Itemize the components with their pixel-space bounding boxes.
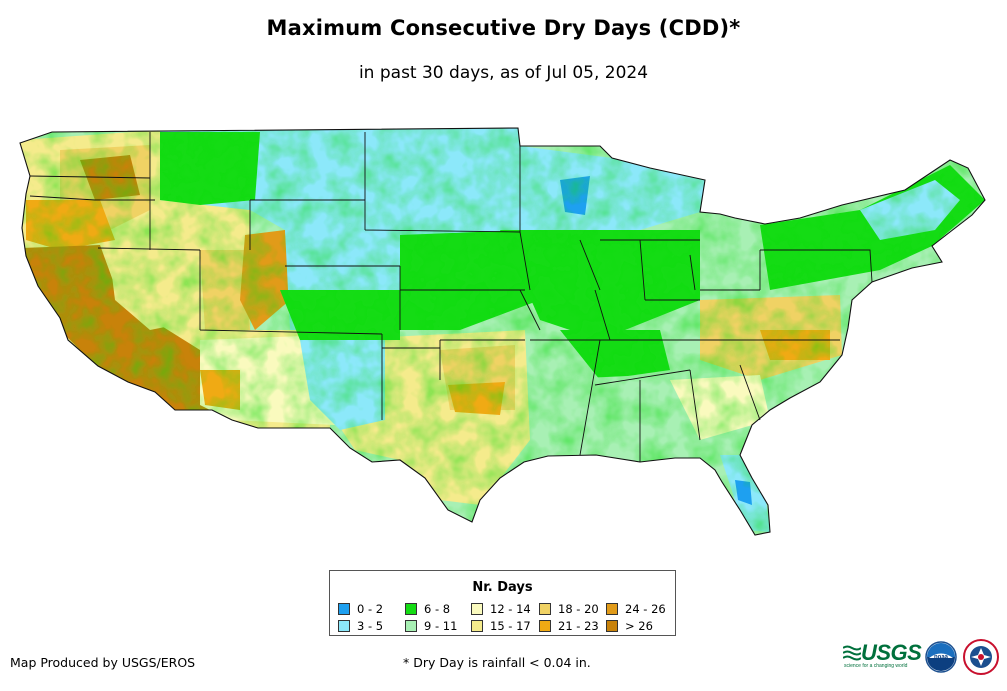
usgs-wordmark: USGS	[861, 640, 922, 665]
legend-swatch	[471, 620, 483, 632]
usgs-tagline: science for a changing world	[844, 663, 908, 669]
legend-swatch	[405, 603, 417, 615]
legend: Nr. Days 0 - 2 3 - 5 6 - 8 9 - 11 12 - 1…	[329, 570, 676, 636]
legend-swatch	[338, 603, 350, 615]
nws-logo-icon	[963, 639, 999, 675]
legend-label: 3 - 5	[357, 619, 384, 633]
legend-item: 12 - 14	[471, 602, 531, 616]
legend-swatch	[539, 603, 551, 615]
map-texture	[20, 128, 985, 535]
legend-item: 24 - 26	[606, 602, 666, 616]
legend-item: 15 - 17	[471, 619, 531, 633]
legend-label: 18 - 20	[558, 602, 599, 616]
legend-label: 15 - 17	[490, 619, 531, 633]
state-boundaries	[19, 127, 986, 536]
legend-swatch	[338, 620, 350, 632]
legend-item: 18 - 20	[539, 602, 599, 616]
map-title: Maximum Consecutive Dry Days (CDD)*	[266, 16, 741, 40]
legend-label: > 26	[625, 619, 653, 633]
cdd-map	[19, 127, 986, 536]
usgs-logo-icon: USGS science for a changing world	[843, 640, 922, 672]
legend-label: 0 - 2	[357, 602, 384, 616]
legend-swatch	[539, 620, 551, 632]
legend-label: 21 - 23	[558, 619, 599, 633]
noaa-logo-icon: noaa	[925, 641, 957, 673]
dry-day-footnote: * Dry Day is rainfall < 0.04 in.	[403, 655, 591, 670]
legend-item: > 26	[606, 619, 653, 633]
legend-item: 6 - 8	[405, 602, 450, 616]
noaa-text: noaa	[934, 655, 949, 661]
legend-swatch	[471, 603, 483, 615]
legend-item: 3 - 5	[338, 619, 383, 633]
legend-label: 6 - 8	[424, 602, 451, 616]
legend-item: 21 - 23	[539, 619, 599, 633]
legend-item: 9 - 11	[405, 619, 457, 633]
legend-label: 12 - 14	[490, 602, 531, 616]
legend-title: Nr. Days	[472, 580, 533, 595]
legend-swatch	[606, 620, 618, 632]
producer-credit: Map Produced by USGS/EROS	[10, 655, 196, 670]
map-subtitle: in past 30 days, as of Jul 05, 2024	[358, 63, 649, 83]
legend-item: 0 - 2	[338, 602, 383, 616]
usgs-waves-icon	[843, 645, 861, 661]
legend-swatch	[405, 620, 417, 632]
legend-label: 9 - 11	[424, 619, 458, 633]
legend-swatch	[606, 603, 618, 615]
legend-label: 24 - 26	[625, 602, 666, 616]
